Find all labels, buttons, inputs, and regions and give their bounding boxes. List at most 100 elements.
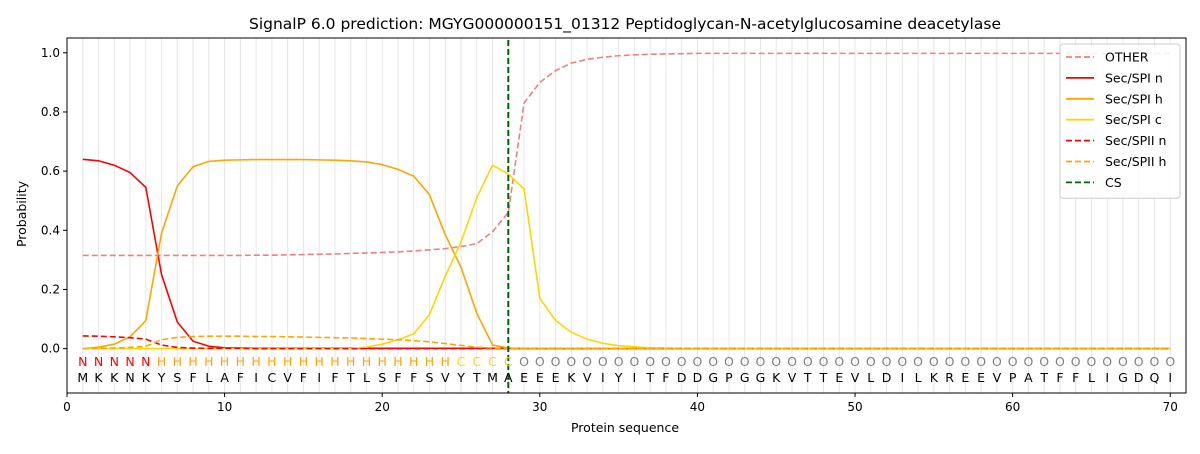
- region-label: C: [488, 354, 497, 369]
- legend-item: Sec/SPI c: [1066, 112, 1162, 127]
- region-label: O: [661, 354, 671, 369]
- chart-title: SignalP 6.0 prediction: MGYG000000151_01…: [249, 15, 1001, 34]
- sequence-labels: NMNKNKNNNKHYHSHFHLHAHFHIHCHVHFHIHFHTHLHS…: [77, 354, 1175, 385]
- series-group: [82, 52, 1171, 350]
- residue-label: K: [567, 370, 576, 385]
- residue-label: E: [835, 370, 843, 385]
- residue-label: M: [487, 370, 498, 385]
- region-label: O: [756, 354, 766, 369]
- region-label: O: [1087, 354, 1097, 369]
- residue-label: L: [363, 370, 370, 385]
- region-label: O: [598, 354, 608, 369]
- residue-label: G: [740, 370, 750, 385]
- residue-label: V: [993, 370, 1002, 385]
- region-label: C: [457, 354, 466, 369]
- region-label: O: [1071, 354, 1081, 369]
- x-tick-label: 0: [63, 400, 71, 414]
- region-label: O: [551, 354, 561, 369]
- residue-label: K: [110, 370, 119, 385]
- residue-label: P: [725, 370, 733, 385]
- region-label: O: [1134, 354, 1144, 369]
- region-label: O: [960, 354, 970, 369]
- region-label: O: [834, 354, 844, 369]
- legend-label: Sec/SPII n: [1105, 133, 1166, 148]
- x-tick-label: 20: [375, 400, 390, 414]
- region-label: H: [409, 354, 418, 369]
- residue-label: F: [300, 370, 307, 385]
- residue-label: P: [1009, 370, 1017, 385]
- plot-area: NMNKNKNNNKHYHSHFHLHAHFHIHCHVHFHIHFHTHLHS…: [41, 37, 1187, 414]
- x-tick-label: 10: [217, 400, 232, 414]
- region-label: O: [614, 354, 624, 369]
- residue-label: R: [945, 370, 954, 385]
- x-axis-ticks: 0 10 20 30 40 50 60 70: [63, 393, 1178, 414]
- residue-label: L: [915, 370, 922, 385]
- legend-label: Sec/SPI h: [1105, 91, 1163, 106]
- residue-label: S: [378, 370, 386, 385]
- residue-label: I: [254, 370, 258, 385]
- region-label: H: [283, 354, 292, 369]
- residue-label: T: [346, 370, 355, 385]
- residue-label: S: [426, 370, 434, 385]
- region-label: O: [740, 354, 750, 369]
- region-label: O: [882, 354, 892, 369]
- residue-label: K: [772, 370, 781, 385]
- x-tick-label: 70: [1163, 400, 1178, 414]
- series-line-sec-spi-h: [82, 158, 1171, 350]
- axes-frame: [66, 37, 1187, 394]
- region-label: C: [504, 354, 513, 369]
- y-tick-label: 0.4: [41, 223, 60, 237]
- residue-label: E: [961, 370, 969, 385]
- series-line-sec-spi-c: [82, 164, 1171, 350]
- residue-label: F: [189, 370, 196, 385]
- region-label: H: [188, 354, 197, 369]
- residue-label: I: [1168, 370, 1172, 385]
- legend: OTHER Sec/SPI n Sec/SPI h Sec/SPI c Sec/SPII…: [1059, 43, 1181, 199]
- region-label: O: [819, 354, 829, 369]
- residue-label: I: [317, 370, 321, 385]
- x-tick-label: 40: [690, 400, 705, 414]
- region-label: O: [1055, 354, 1065, 369]
- residue-label: Y: [614, 370, 623, 385]
- legend-label: Sec/SPI c: [1105, 112, 1162, 127]
- region-label: O: [693, 354, 703, 369]
- y-tick-label: 0.6: [41, 164, 60, 178]
- region-label: O: [1039, 354, 1049, 369]
- residue-label: G: [1118, 370, 1128, 385]
- residue-label: E: [977, 370, 985, 385]
- residue-label: F: [1072, 370, 1079, 385]
- region-label: O: [850, 354, 860, 369]
- region-label: O: [1023, 354, 1033, 369]
- y-axis-label: Probability: [14, 180, 29, 247]
- residue-label: G: [708, 370, 718, 385]
- region-label: O: [1008, 354, 1018, 369]
- region-label: O: [992, 354, 1002, 369]
- legend-label: OTHER: [1105, 50, 1149, 65]
- residue-label: T: [645, 370, 654, 385]
- residue-label: Y: [157, 370, 166, 385]
- region-label: H: [251, 354, 260, 369]
- region-label: N: [141, 354, 150, 369]
- region-label: O: [677, 354, 687, 369]
- residue-label: T: [803, 370, 812, 385]
- region-label: H: [330, 354, 339, 369]
- legend-item: Sec/SPII n: [1066, 133, 1166, 148]
- residue-label: V: [583, 370, 592, 385]
- residue-label: V: [283, 370, 292, 385]
- series-line-sec-spii-h: [82, 335, 1171, 350]
- residue-label: D: [1134, 370, 1144, 385]
- legend-item: Sec/SPI h: [1066, 91, 1163, 106]
- residue-label: V: [788, 370, 797, 385]
- region-label: H: [441, 354, 450, 369]
- region-label: H: [220, 354, 229, 369]
- y-tick-label: 0.8: [41, 105, 60, 119]
- region-label: O: [787, 354, 797, 369]
- region-label: O: [1118, 354, 1128, 369]
- residue-label: T: [1039, 370, 1048, 385]
- x-tick-label: 30: [532, 400, 547, 414]
- residue-label: D: [693, 370, 703, 385]
- x-axis-label: Protein sequence: [571, 420, 679, 435]
- residue-label: C: [268, 370, 277, 385]
- region-label: H: [204, 354, 213, 369]
